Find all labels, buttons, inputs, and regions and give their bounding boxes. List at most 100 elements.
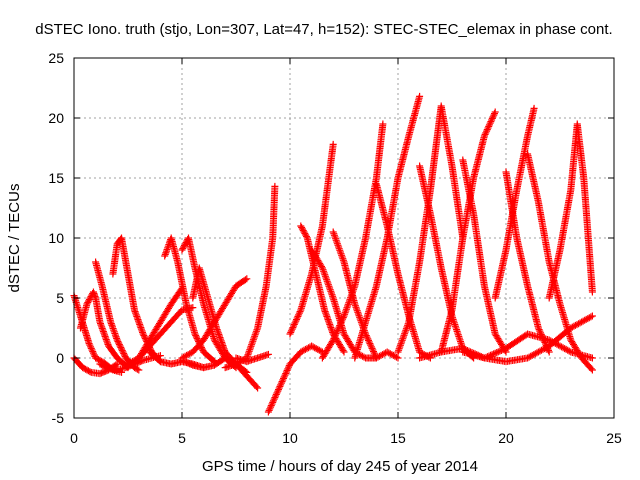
data-point [317,347,325,355]
data-point [269,398,277,406]
data-point [536,327,544,335]
data-point [363,333,371,341]
data-point [115,341,123,348]
data-point [294,312,302,320]
data-point [391,352,399,360]
data-point [575,320,583,328]
data-point [116,342,124,350]
data-point [537,346,545,354]
data-point [579,317,587,325]
data-point [487,118,495,126]
data-point [416,348,424,356]
data-point [571,321,579,329]
data-point [480,354,488,362]
data-point [265,406,273,414]
data-point [386,350,394,358]
data-point [180,242,188,249]
data-point [289,324,297,332]
data-point [483,353,491,361]
data-point [181,358,189,366]
data-point [295,309,303,317]
data-point [490,110,498,118]
y-axis-label: dSTEC / TECUs [6,184,23,293]
data-point [482,353,490,361]
data-point [221,354,229,362]
data-point [264,350,272,358]
data-point [556,342,564,350]
data-point [491,108,499,116]
data-point [268,400,276,408]
data-point [527,352,535,360]
data-point [269,397,277,405]
data-point [290,322,298,330]
data-point [559,344,567,352]
data-point [301,345,309,353]
data-point [328,338,336,345]
data-series [459,156,510,356]
data-point [117,344,125,351]
data-point [273,389,281,397]
data-point [119,348,127,356]
data-point [564,346,572,354]
data-point [299,227,307,234]
data-point [584,315,592,323]
data-point [192,332,200,339]
data-point [303,345,311,353]
data-point [86,341,94,349]
data-point [286,330,294,338]
data-point [535,326,543,334]
data-point [276,382,284,390]
data-point [297,348,305,356]
data-point [545,348,553,356]
data-point [133,365,141,373]
data-point [183,358,191,366]
data-point [365,338,373,346]
x-tick-label: 15 [390,430,406,446]
data-point [318,263,325,270]
data-point [300,228,308,236]
data-point [335,323,343,331]
y-tick-label: 20 [48,110,64,126]
data-point [524,354,532,362]
data-point [287,327,295,335]
data-series [459,330,596,362]
data-point [334,325,342,333]
data-point [499,346,507,354]
data-point [334,326,342,334]
data-point [578,318,586,326]
data-point [118,345,126,353]
data-series [178,234,240,372]
data-point [193,335,201,342]
data-point [120,351,128,359]
data-point [496,347,504,355]
data-point [489,113,497,121]
data-point [132,356,140,364]
data-point [315,346,323,354]
data-point [581,316,589,324]
data-point [338,317,346,325]
data-point [377,351,385,359]
data-point [542,344,550,352]
data-point [126,359,134,367]
data-series [502,168,553,356]
data-point [493,349,501,357]
data-point [367,343,375,351]
data-point [573,321,581,329]
data-point [480,132,488,140]
data-point [275,384,283,392]
data-point [88,346,96,354]
data-series [491,104,538,302]
x-tick-label: 20 [498,430,514,446]
data-point [329,140,337,148]
data-point [331,333,339,341]
data-point [135,366,143,374]
data-series [437,108,499,356]
data-point [85,340,93,348]
data-point [252,383,260,391]
y-tick-label: 5 [56,290,64,306]
data-point [124,360,132,368]
data-series [109,234,164,366]
data-point [292,316,300,324]
data-series [232,350,272,366]
data-point [113,360,121,368]
